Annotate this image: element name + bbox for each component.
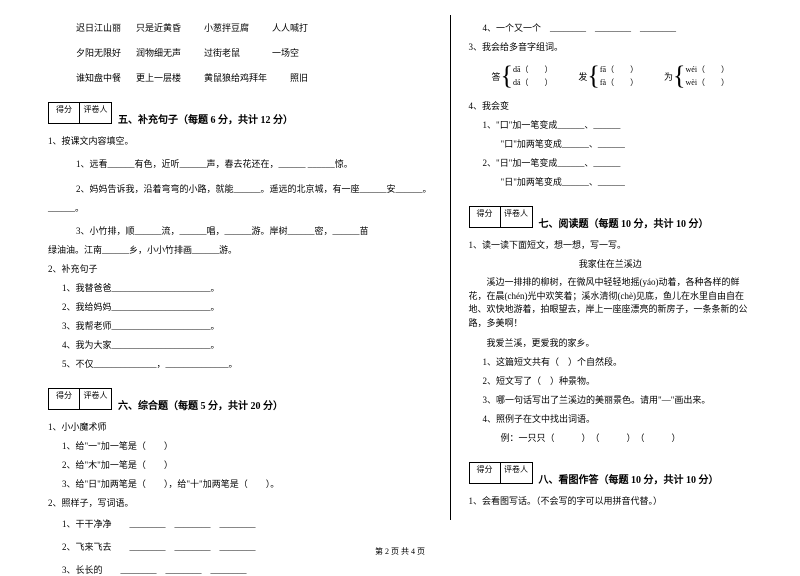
reading-title: 我家住在兰溪边 (469, 257, 752, 270)
reading-q5: 例：一只只（ ） （ ） （ ） (469, 431, 752, 444)
match-item: 人人喊打 (272, 23, 308, 33)
question-2-1: 1、我替爸爸______________________。 (48, 281, 432, 294)
right-line-4: 4、一个又一个 ________ ________ ________ (469, 21, 752, 34)
score-box: 得分 评卷人 (48, 102, 112, 124)
match-item: 照旧 (290, 73, 308, 83)
question-2-3: 3、我帮老师______________________。 (48, 319, 432, 332)
reading-p2: 我爱兰溪，更爱我的家乡。 (469, 336, 752, 349)
question-1-3a: 3、小竹排，顺______流，______唱，______游。岸树______密… (48, 224, 432, 237)
reading-intro: 1、读一读下面短文，想一想，写一写。 (469, 238, 752, 251)
question-4-1: 1、"口"加一笔变成______、______ (469, 118, 752, 131)
question-6-2: 2、照样子，写词语。 (48, 496, 432, 509)
reading-q2: 2、短文写了（ ）种景物。 (469, 374, 752, 387)
score-label: 得分 (48, 388, 80, 410)
match-item: 更上一层楼 (136, 71, 204, 84)
score-box: 得分 评卷人 (469, 462, 533, 484)
polyphonic-row: 答 { dā（ ） dá（ ） 发 { fā（ ） fà（ ） 为 { wéi（ ）… (469, 59, 752, 93)
reviewer-label: 评卷人 (80, 102, 112, 124)
question-6-2-1: 1、干干净净 ________ ________ ________ (48, 517, 432, 530)
score-label: 得分 (48, 102, 80, 124)
match-item: 润物细无声 (136, 46, 204, 59)
question-6-1-3: 3、给"日"加两笔是（ ），给"十"加两笔是（ ）。 (48, 477, 432, 490)
section-7-title: 七、阅读题（每题 10 分，共计 10 分） (533, 215, 709, 232)
reading-p1: 溪边一排排的柳树，在微风中轻轻地摇(yáo)动着，各种各样的鲜花，在晨(chén… (469, 276, 752, 330)
question-1-2: 2、妈妈告诉我，沿着弯弯的小路，就能______。遥远的北京城，有一座_____… (48, 182, 432, 195)
score-box: 得分 评卷人 (48, 388, 112, 410)
question-6-1-2: 2、给"木"加一笔是（ ） (48, 458, 432, 471)
question-4-2: 2、"日"加一笔变成______、______ (469, 156, 752, 169)
question-6-1: 1、小小魔术师 (48, 420, 432, 433)
brace-item: wéi（ ） (685, 64, 729, 75)
reviewer-label: 评卷人 (80, 388, 112, 410)
question-2-4: 4、我为大家______________________。 (48, 338, 432, 351)
question-4: 4、我会变 (469, 99, 752, 112)
question-8-1: 1、会看图写话。（不会写的字可以用拼音代替。） (469, 494, 752, 507)
match-item: 只是近黄昏 (136, 21, 204, 34)
question-1: 1、按课文内容填空。 (48, 134, 432, 147)
match-item: 夕阳无限好 (76, 46, 136, 59)
match-item: 一场空 (272, 48, 299, 58)
brace-icon: { (500, 63, 512, 89)
question-1-3b: 绿油油。江南______乡，小小竹排画______游。 (48, 243, 432, 256)
reading-q1: 1、这篇短文共有（ ）个自然段。 (469, 355, 752, 368)
reading-q4: 4、照例子在文中找出词语。 (469, 412, 752, 425)
section-6-title: 六、综合题（每题 5 分，共计 20 分） (112, 397, 283, 414)
page-footer: 第 2 页 共 4 页 (0, 546, 800, 557)
brace-lead: 为 (664, 70, 673, 83)
match-item: 谁知盘中餐 (76, 71, 136, 84)
question-6-1-1: 1、给"一"加一笔是（ ） (48, 439, 432, 452)
brace-item: dá（ ） (513, 77, 553, 88)
reviewer-label: 评卷人 (501, 462, 533, 484)
question-3: 3、我会给多音字组词。 (469, 40, 752, 53)
score-label: 得分 (469, 462, 501, 484)
score-label: 得分 (469, 206, 501, 228)
brace-lead: 发 (578, 70, 587, 83)
match-item: 小葱拌豆腐 (204, 21, 272, 34)
score-box: 得分 评卷人 (469, 206, 533, 228)
match-item: 过街老鼠 (204, 46, 272, 59)
section-8-title: 八、看图作答（每题 10 分，共计 10 分） (533, 471, 719, 488)
question-4-1b: "口"加两笔变成______、______ (469, 137, 752, 150)
reading-q3: 3、哪一句话写出了兰溪边的美丽景色。请用"—"画出来。 (469, 393, 752, 406)
question-2-2: 2、我给妈妈______________________。 (48, 300, 432, 313)
question-2-5: 5、不仅______________，______________。 (48, 357, 432, 370)
question-1-1: 1、远看______有色，近听______声，春去花还在，______ ____… (48, 157, 432, 170)
brace-item: fā（ ） (600, 64, 638, 75)
brace-item: wèi（ ） (685, 77, 729, 88)
brace-item: fà（ ） (600, 77, 638, 88)
match-item: 黄鼠狼给鸡拜年 (204, 71, 290, 84)
matching-lines: 迟日江山丽只是近黄昏小葱拌豆腐人人喊打 夕阳无限好润物细无声过街老鼠一场空 谁知… (48, 21, 432, 84)
question-4-2b: "日"加两笔变成______、______ (469, 175, 752, 188)
brace-icon: { (587, 63, 599, 89)
question-2: 2、补充句子 (48, 262, 432, 275)
reviewer-label: 评卷人 (501, 206, 533, 228)
section-5-title: 五、补充句子（每题 6 分，共计 12 分） (112, 111, 293, 128)
brace-icon: { (673, 63, 685, 89)
brace-item: dā（ ） (513, 64, 553, 75)
match-item: 迟日江山丽 (76, 21, 136, 34)
brace-lead: 答 (491, 70, 500, 83)
